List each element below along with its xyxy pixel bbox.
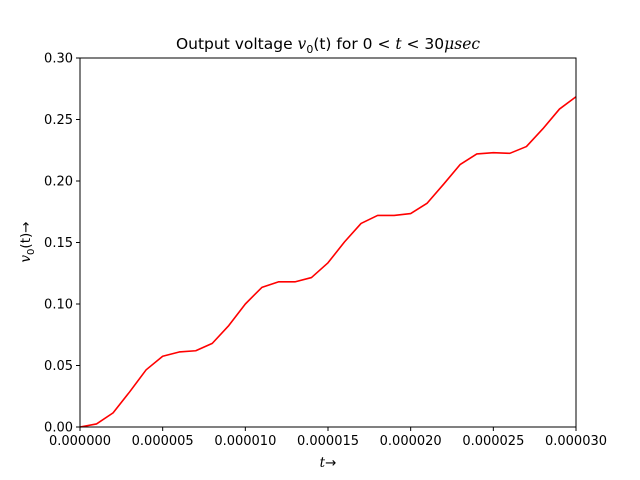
x-label-var: t (320, 455, 326, 471)
y-tick-label: 0.10 (44, 298, 73, 313)
title-unit: μsec (444, 35, 480, 53)
y-tick-label: 0.15 (44, 236, 73, 251)
x-tick-label: 0.000030 (545, 434, 607, 449)
x-axis-ticks: 0.000000 0.000005 0.000010 0.000015 0.000020… (49, 427, 607, 449)
chart-title: Output voltage v0(t) for 0 < t < 30μsec (176, 35, 480, 56)
title-var: v (298, 35, 307, 53)
y-tick-label: 0.00 (44, 421, 73, 436)
x-tick-label: 0.000000 (49, 434, 111, 449)
x-tick-label: 0.000005 (132, 434, 194, 449)
series-group (79, 96, 577, 428)
y-label-args: (t) (18, 233, 34, 249)
title-sub: 0 (306, 43, 313, 56)
x-label-arrow: → (325, 455, 336, 471)
x-tick-label: 0.000020 (380, 434, 442, 449)
y-tick-label: 0.30 (44, 52, 73, 67)
title-lt: < 30 (402, 35, 445, 53)
x-tick-label: 0.000025 (462, 434, 524, 449)
title-prefix: Output voltage (176, 35, 298, 53)
y-tick-label: 0.25 (44, 113, 73, 128)
y-tick-label: 0.05 (44, 359, 73, 374)
title-args: (t) (313, 35, 331, 53)
title-t: t (395, 35, 402, 53)
y-label-var: v (18, 255, 34, 263)
title-middle: for 0 < (331, 35, 395, 53)
x-axis-label: t→ (320, 455, 337, 471)
series-line-0 (79, 96, 577, 428)
y-axis-ticks: 0.00 0.05 0.10 0.15 0.20 0.25 0.30 (44, 52, 80, 436)
x-tick-label: 0.000010 (214, 434, 276, 449)
x-tick-label: 0.000015 (297, 434, 359, 449)
y-tick-label: 0.20 (44, 175, 73, 190)
y-label-sub: 0 (26, 249, 37, 255)
y-axis-label: v0(t)→ (18, 221, 37, 262)
y-label-arrow: → (18, 221, 34, 232)
